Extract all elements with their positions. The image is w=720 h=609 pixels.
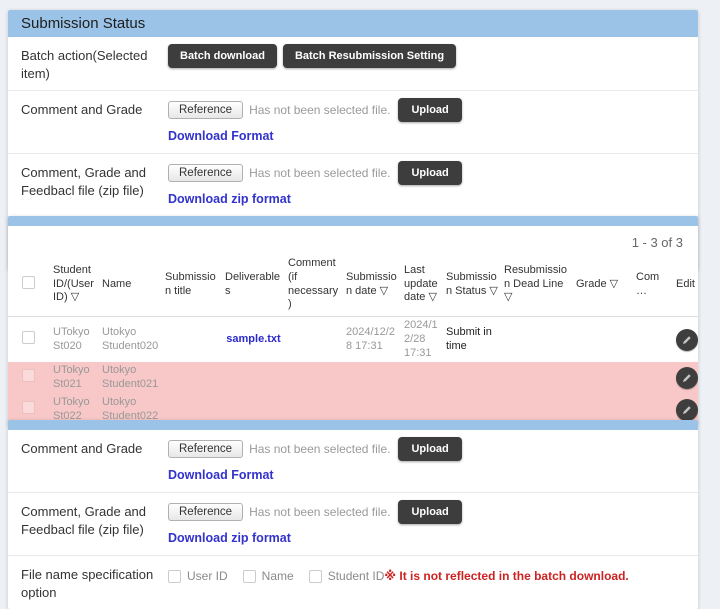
cell-student-id: UTokyoSt021	[53, 364, 90, 390]
submissions-table-panel: 1 - 3 of 3 Student ID/(User ID) ▽ Name S…	[8, 216, 698, 426]
filename-name-checkbox[interactable]	[242, 569, 256, 583]
cell-submission-date: 2024/12/28 17:31	[346, 325, 395, 352]
cell-com	[633, 317, 673, 363]
select-row-checkbox[interactable]	[22, 330, 35, 344]
batch-action-label: Batch action(Selected item)	[21, 48, 148, 81]
download-format-link[interactable]: Download Format	[168, 468, 274, 482]
reference-button[interactable]: Reference	[168, 101, 244, 120]
cell-submission-title	[162, 362, 222, 394]
table-row: UTokyoSt020 Utokyo Student020 sample.txt…	[8, 317, 698, 363]
upload-button[interactable]: Upload	[398, 161, 462, 186]
select-row-checkbox[interactable]	[22, 369, 35, 383]
upload-button[interactable]: Upload	[398, 98, 462, 123]
cell-name: Utokyo Student021	[102, 364, 159, 390]
download-format-link[interactable]: Download Format	[168, 129, 274, 144]
col-edit: Edit	[673, 253, 698, 317]
cell-resubmission-deadline	[501, 362, 573, 394]
comment-grade-zip-row: Comment, Grade and Feedbacl file (zip fi…	[8, 153, 698, 216]
comment-grade-zip-row: Comment, Grade and Feedbacl file (zip fi…	[8, 492, 698, 555]
filename-student-id-checkbox[interactable]	[308, 569, 322, 583]
col-name: Name	[99, 253, 162, 317]
col-grade[interactable]: Grade ▽	[573, 253, 633, 317]
comment-grade-row: Comment and Grade Reference Has not been…	[8, 90, 698, 153]
reference-button[interactable]: Reference	[168, 440, 244, 458]
cell-student-id: UTokyoSt020	[53, 325, 90, 352]
filename-option-row: File name specification option User ID N…	[8, 555, 698, 609]
pencil-icon	[683, 374, 691, 382]
col-deliverables: Deliverables	[222, 253, 285, 317]
comment-grade-zip-label: Comment, Grade and Feedbacl file (zip fi…	[21, 504, 147, 537]
filename-name-label: Name	[261, 569, 294, 583]
cell-last-update-date	[401, 362, 443, 394]
cell-comment	[285, 362, 343, 394]
batch-resubmission-setting-button[interactable]: Batch Resubmission Setting	[282, 44, 457, 68]
submissions-table: Student ID/(User ID) ▽ Name Submission t…	[8, 253, 698, 426]
cell-last-update-date: 2024/12/28 17:31	[404, 319, 438, 359]
comment-grade-zip-label: Comment, Grade and Feedbacl file (zip fi…	[21, 165, 147, 198]
edit-button[interactable]	[676, 367, 698, 389]
col-comment: Comment (if necessary)	[285, 253, 343, 317]
cell-submission-date	[343, 362, 401, 394]
batch-action-row: Batch action(Selected item) Batch downlo…	[8, 37, 698, 90]
col-student-id[interactable]: Student ID/(User ID) ▽	[50, 253, 99, 317]
cell-deliverables	[222, 362, 285, 394]
no-file-text: Has not been selected file.	[249, 505, 391, 519]
cell-resubmission-deadline	[501, 317, 573, 363]
comment-grade-label: Comment and Grade	[21, 441, 143, 456]
no-file-text: Has not been selected file.	[249, 166, 391, 181]
col-submission-status[interactable]: Submission Status ▽	[443, 253, 501, 317]
cell-student-id: UTokyoSt022	[53, 395, 90, 422]
no-file-text: Has not been selected file.	[249, 103, 391, 118]
edit-button[interactable]	[676, 398, 698, 421]
edit-button[interactable]	[676, 328, 698, 351]
filename-student-id-label: Student ID	[327, 569, 385, 583]
comment-grade-row: Comment and Grade Reference Has not been…	[8, 430, 698, 492]
reference-button[interactable]: Reference	[168, 164, 244, 183]
cell-grade	[573, 317, 633, 363]
cell-comment	[285, 317, 343, 363]
pencil-icon	[683, 335, 691, 344]
cell-name: Utokyo Student020	[102, 325, 159, 352]
col-last-update-date[interactable]: Last update date ▽	[401, 253, 443, 317]
reference-button[interactable]: Reference	[168, 503, 244, 521]
filename-option-label: File name specification option	[21, 567, 154, 600]
deliverable-link[interactable]: sample.txt	[226, 332, 281, 345]
cell-com	[633, 362, 673, 394]
download-zip-format-link[interactable]: Download zip format	[168, 192, 291, 207]
panel-accent-bar	[8, 216, 698, 226]
table-row: UTokyoSt021 Utokyo Student021	[8, 362, 698, 394]
cell-submission-status	[443, 362, 501, 394]
batch-download-note: ※ It is not reflected in the batch downl…	[384, 569, 629, 583]
select-row-checkbox[interactable]	[22, 400, 35, 414]
lower-comment-grade-panel: Comment and Grade Reference Has not been…	[8, 420, 698, 609]
col-submission-title: Submission title	[162, 253, 222, 317]
col-resubmission-deadline[interactable]: Resubmission Dead Line ▽	[501, 253, 573, 317]
cell-name: Utokyo Student022	[102, 395, 159, 422]
cell-grade	[573, 362, 633, 394]
comment-grade-label: Comment and Grade	[21, 102, 143, 118]
cell-submission-status: Submit in time	[446, 325, 492, 352]
filename-user-id-label: User ID	[187, 569, 228, 583]
batch-download-button[interactable]: Batch download	[168, 44, 277, 68]
cell-submission-title	[162, 317, 222, 363]
col-com: Com…	[633, 253, 673, 317]
download-zip-format-link[interactable]: Download zip format	[168, 531, 291, 545]
panel-accent-bar	[8, 420, 698, 430]
pagination-status: 1 - 3 of 3	[631, 235, 683, 250]
no-file-text: Has not been selected file.	[249, 442, 391, 456]
col-submission-date[interactable]: Submission date ▽	[343, 253, 401, 317]
upload-button[interactable]: Upload	[398, 437, 462, 461]
pencil-icon	[683, 405, 691, 414]
page-title: Submission Status	[8, 10, 698, 37]
filename-user-id-checkbox[interactable]	[168, 569, 181, 583]
table-header-row: Student ID/(User ID) ▽ Name Submission t…	[8, 253, 698, 317]
upload-button[interactable]: Upload	[398, 500, 462, 524]
select-all-checkbox[interactable]	[22, 275, 35, 289]
